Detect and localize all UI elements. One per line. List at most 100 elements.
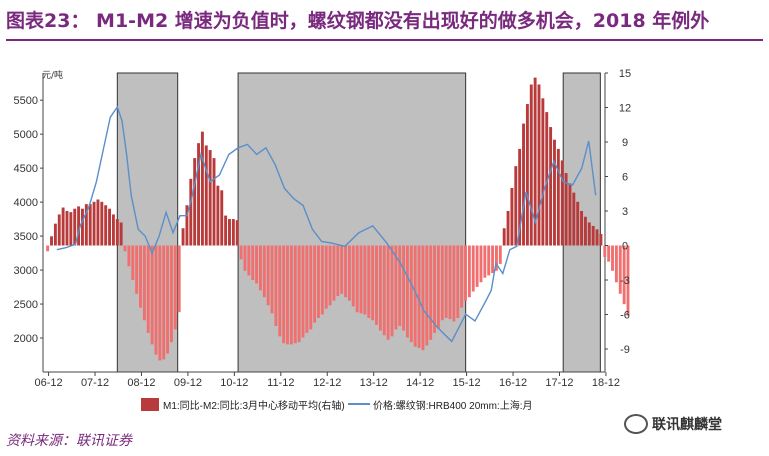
bar [142,245,146,321]
bar [363,245,367,315]
bar [216,185,220,246]
x-tick-label: 12-12 [313,377,341,389]
x-tick-label: 08-12 [127,377,155,389]
y-tick-label-right: -9 [620,344,630,356]
bar [189,178,193,246]
bar [587,222,591,246]
bar [494,245,498,271]
y-tick-label-left: 3000 [14,265,38,277]
bar [433,245,436,333]
bar [537,84,541,246]
left-unit-label: 元/吨 [42,69,63,81]
bar [529,84,533,246]
bar [340,245,344,294]
bar [506,211,510,246]
bar [406,245,409,338]
bar [425,245,429,346]
bar [479,245,483,283]
bar [119,222,123,246]
x-tick-label: 10-12 [220,377,248,389]
bar [127,245,131,267]
bar [177,245,181,313]
legend-line-label: 价格:螺纹钢:HRB400 20mm:上海:月 [373,399,532,412]
legend: M1:同比-M2:同比:3月中心移动平均(右轴) 价格:螺纹钢:HRB400 2… [141,398,532,412]
ticks: 2000 2500 3000 3500 4000 4500 5000 5500 -9 -6 -3 0 3… [14,68,632,389]
bar [224,215,228,246]
bar [228,219,231,246]
bar [483,245,487,278]
bar [65,211,69,246]
bar [429,245,433,340]
axes [42,73,606,373]
bar [394,245,398,330]
bar [580,211,584,246]
watermark: 联讯麒麟堂 [624,414,722,434]
bar [135,245,139,294]
x-tick-label: 13-12 [360,377,388,389]
y-tick-label-right: -3 [620,275,630,287]
bar [305,245,309,333]
bar [115,219,119,246]
bar [556,148,560,246]
legend-bar-swatch [141,398,159,411]
bar [591,225,595,246]
bar [200,131,204,246]
bar [417,245,421,348]
bar [576,201,580,246]
x-tick-label: 16-12 [499,377,527,389]
bar [607,245,611,262]
bar [336,245,340,297]
x-tick-label: 15-12 [453,377,481,389]
bar [247,245,251,276]
bar [475,245,479,287]
bar [258,245,262,291]
bar [297,245,301,343]
bar [46,245,50,252]
bar [553,139,556,246]
bar [154,245,158,355]
bar [313,245,317,323]
bar [61,207,65,246]
bar [96,199,100,246]
bar [197,143,200,246]
bar [317,245,320,318]
bar [146,245,150,333]
bar [185,205,189,246]
y-tick-label-left: 2000 [14,333,38,345]
bar [347,245,351,301]
bar [440,245,444,321]
bar [88,204,92,246]
source-note: 资料来源：联讯证券 [6,433,132,449]
bar [255,245,259,284]
bar [533,77,537,246]
x-tick-label: 18-12 [592,377,620,389]
x-tick-label: 07-12 [81,377,109,389]
bar [398,245,402,326]
bar [204,145,208,246]
bar [73,208,77,246]
bar [344,245,348,298]
bar [150,245,154,345]
bar [367,245,371,318]
bar [545,112,549,246]
bar [611,245,614,271]
bar [390,245,394,337]
bar [111,214,115,246]
y-tick-label-left: 3500 [14,231,38,243]
bar [583,216,587,246]
bar [549,127,553,246]
bar [193,158,197,246]
bar [77,206,81,246]
wechat-icon [624,414,648,434]
bar [293,245,297,344]
bar [108,208,111,246]
bar [467,245,471,298]
price-line [56,105,597,343]
bar [57,214,61,246]
bar [309,245,313,330]
bar [622,245,626,305]
x-tick-label: 09-12 [174,377,202,389]
bar [464,245,467,301]
bar [274,245,278,326]
bar [181,228,185,246]
